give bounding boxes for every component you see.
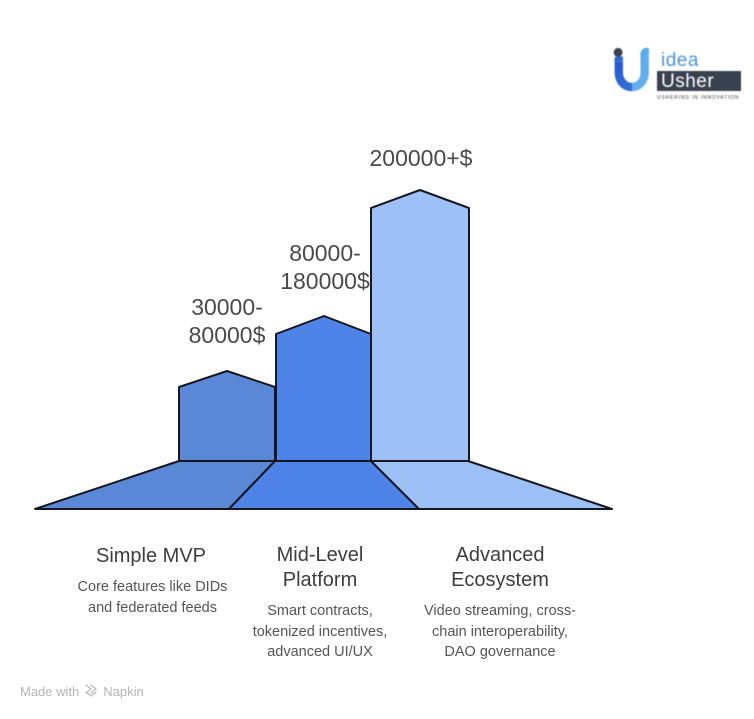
svg-text:USHERING IN INNOVATION: USHERING IN INNOVATION [657, 95, 739, 101]
svg-text:Usher: Usher [661, 71, 714, 92]
svg-text:idea: idea [661, 50, 699, 71]
